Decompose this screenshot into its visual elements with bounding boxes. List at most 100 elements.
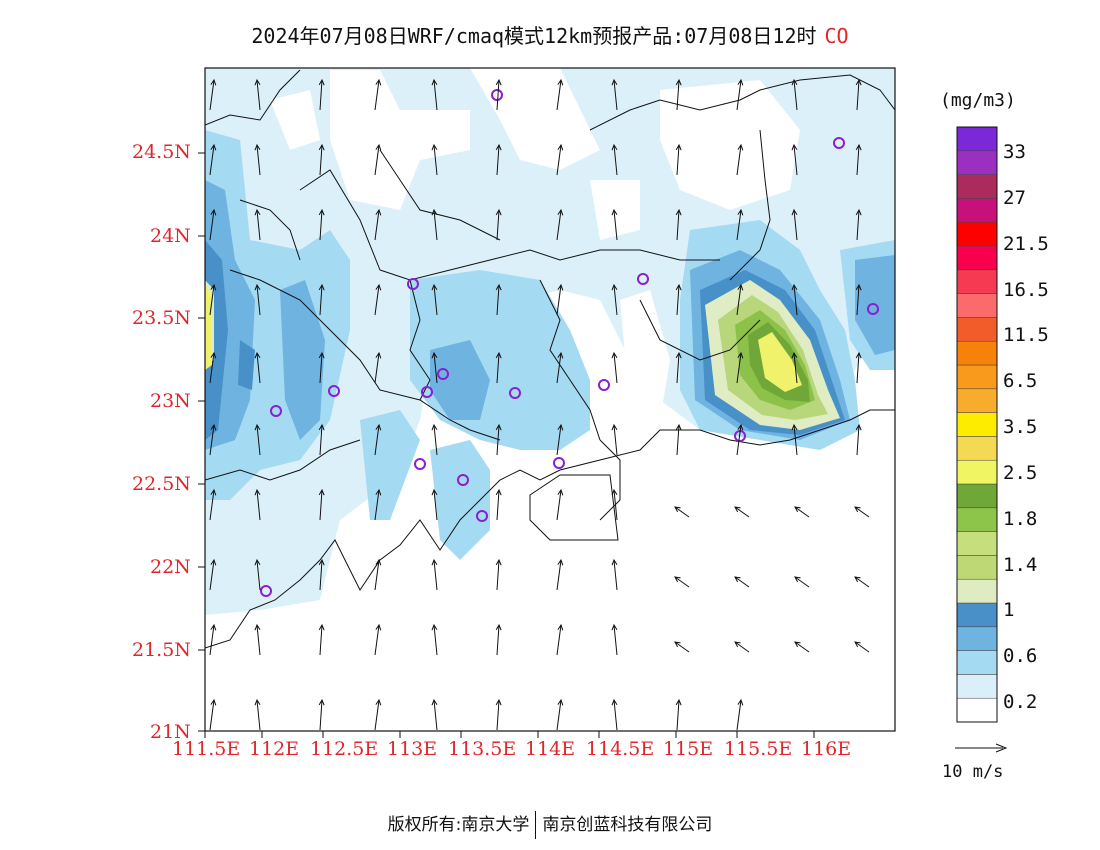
wind-arrow bbox=[254, 283, 261, 316]
footer-right: 南京创蓝科技有限公司 bbox=[542, 815, 713, 835]
wind-arrow bbox=[556, 698, 564, 731]
colorbar-label: 16.5 bbox=[1003, 279, 1049, 301]
colorbar-segment bbox=[956, 293, 998, 318]
wind-arrow bbox=[855, 78, 862, 111]
title-species: CO bbox=[824, 24, 849, 48]
county-border bbox=[239, 199, 301, 261]
y-tick: 22.5N bbox=[132, 473, 191, 495]
wind-arrow bbox=[431, 283, 438, 316]
hongkong-box bbox=[529, 474, 619, 541]
wind-arrow bbox=[611, 423, 618, 456]
wind-arrow bbox=[318, 143, 325, 176]
wind-arrow bbox=[791, 208, 798, 241]
colorbar-label: 1.8 bbox=[1003, 508, 1038, 530]
wind-arrow bbox=[209, 558, 217, 591]
colorbar-segment bbox=[956, 507, 998, 532]
wind-arrow bbox=[209, 623, 217, 656]
x-tick: 116E bbox=[801, 738, 852, 760]
colorbar-label: 1 bbox=[1003, 599, 1015, 621]
colorbar-segment bbox=[956, 245, 998, 271]
wind-arrow bbox=[254, 351, 261, 384]
county-border bbox=[539, 279, 601, 441]
station-marker bbox=[270, 405, 282, 417]
wind-arrow bbox=[374, 208, 382, 241]
wind-arrow bbox=[855, 351, 862, 384]
colorbar-segment bbox=[956, 269, 998, 294]
wind-arrow bbox=[318, 423, 325, 456]
station-marker bbox=[598, 379, 610, 391]
field-level-0-8 bbox=[280, 280, 325, 440]
wind-arrow bbox=[209, 698, 217, 731]
county-border bbox=[599, 439, 621, 521]
wind-arrow bbox=[318, 283, 325, 316]
wind-arrow bbox=[736, 351, 744, 384]
station-marker bbox=[491, 89, 503, 101]
wind-arrow bbox=[374, 283, 382, 316]
wind-arrow bbox=[611, 78, 618, 111]
wind-arrow bbox=[556, 283, 564, 316]
colorbar-label: 3.5 bbox=[1003, 416, 1038, 438]
wind-arrow bbox=[734, 506, 750, 518]
wind-arrow bbox=[318, 488, 325, 521]
wind-arrow bbox=[254, 698, 261, 731]
wind-arrow bbox=[374, 423, 382, 456]
wind-arrow bbox=[495, 558, 502, 591]
colorbar-segment bbox=[956, 221, 998, 247]
wind-arrow bbox=[854, 506, 870, 518]
wind-arrow bbox=[495, 208, 502, 241]
field-clear-patch bbox=[270, 90, 320, 150]
wind-arrow bbox=[209, 423, 217, 456]
monitoring-stations bbox=[260, 89, 879, 597]
y-tick: 23N bbox=[150, 390, 191, 412]
station-marker bbox=[328, 385, 340, 397]
wind-arrow bbox=[675, 208, 682, 241]
colorbar bbox=[956, 126, 998, 723]
field-level-3-5 bbox=[758, 332, 802, 392]
x-tick: 113.5E bbox=[448, 738, 517, 760]
station-marker bbox=[407, 278, 419, 290]
wind-arrow bbox=[675, 283, 682, 316]
wind-arrow bbox=[791, 78, 798, 111]
y-tick: 24N bbox=[150, 225, 191, 247]
x-tick: 115.5E bbox=[724, 738, 793, 760]
wind-arrow bbox=[611, 558, 618, 591]
axis-ticks bbox=[198, 152, 815, 738]
colorbar-segment bbox=[956, 150, 998, 175]
station-marker bbox=[260, 585, 272, 597]
footer-left: 版权所有:南京大学 bbox=[387, 815, 530, 835]
wind-arrow bbox=[495, 283, 502, 316]
county-border bbox=[379, 149, 501, 241]
province-border bbox=[729, 129, 771, 281]
field-clear-patch bbox=[590, 180, 640, 240]
plot-frame bbox=[204, 67, 896, 732]
station-marker bbox=[476, 510, 488, 522]
colorbar-label: 1.4 bbox=[1003, 554, 1038, 576]
wind-arrow bbox=[611, 488, 618, 521]
y-tick: 22N bbox=[150, 556, 191, 578]
wind-arrow bbox=[611, 208, 618, 241]
colorbar-segment bbox=[956, 626, 998, 651]
wind-arrow bbox=[431, 623, 438, 656]
wind-arrow bbox=[855, 283, 862, 316]
county-border bbox=[299, 169, 720, 281]
station-marker bbox=[637, 273, 649, 285]
concentration-field bbox=[205, 68, 895, 615]
wind-vectors bbox=[209, 78, 870, 731]
wind-arrow bbox=[675, 78, 682, 111]
wind-arrow bbox=[318, 558, 325, 591]
wind-arrow bbox=[374, 698, 382, 731]
reference-vector-label: 10 m/s bbox=[942, 762, 1004, 782]
wind-arrow bbox=[855, 143, 862, 176]
colorbar-segment bbox=[956, 174, 998, 199]
wind-arrow bbox=[318, 208, 325, 241]
wind-arrow bbox=[254, 143, 261, 176]
station-marker bbox=[553, 457, 565, 469]
wind-arrow bbox=[611, 283, 618, 316]
wind-arrow bbox=[495, 698, 502, 731]
wind-arrow bbox=[675, 423, 682, 456]
wind-arrow bbox=[854, 576, 870, 588]
x-tick: 112E bbox=[249, 738, 300, 760]
y-tick: 24.5N bbox=[132, 141, 191, 163]
wind-arrow bbox=[431, 351, 438, 384]
